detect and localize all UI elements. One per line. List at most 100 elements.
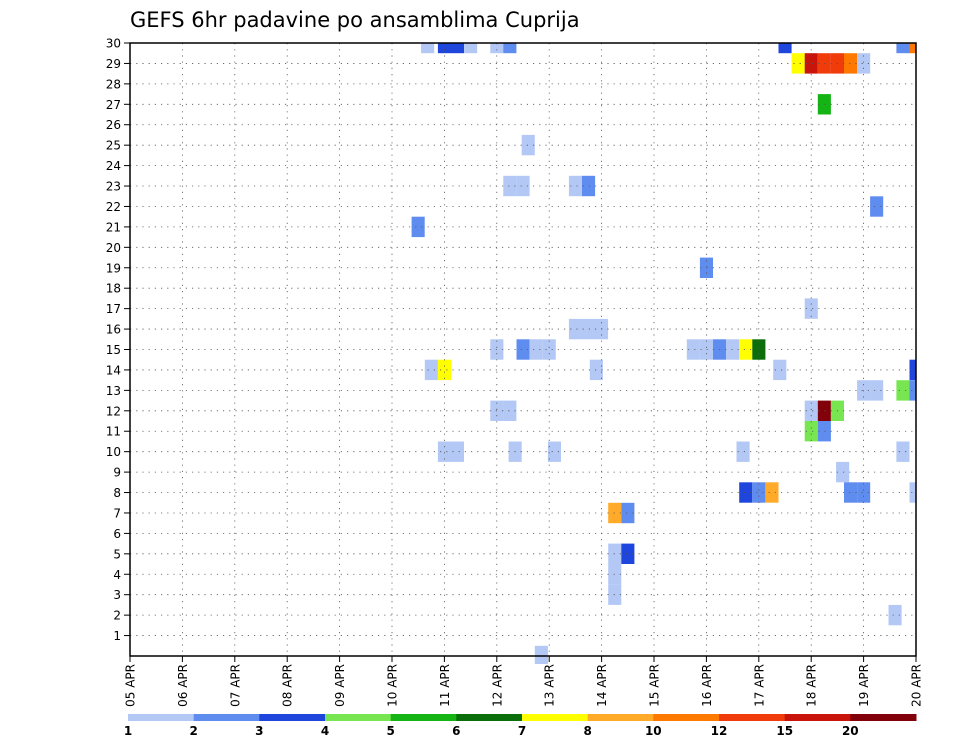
heatmap-cell xyxy=(836,461,850,483)
heatmap-cell xyxy=(739,482,753,503)
heatmap-cell xyxy=(817,421,831,442)
y-tick-label: 6 xyxy=(113,527,121,541)
x-tick-label: 12 APR xyxy=(490,664,504,707)
heatmap-cell xyxy=(582,318,596,340)
y-tick-label: 27 xyxy=(106,98,121,112)
heatmap-cell xyxy=(621,502,635,524)
y-tick-label: 11 xyxy=(106,425,121,439)
heatmap-cell xyxy=(844,482,858,503)
y-tick-label: 14 xyxy=(106,363,121,377)
x-tick-label: 20 APR xyxy=(910,664,924,707)
x-tick-label: 08 APR xyxy=(281,664,295,707)
x-tick-label: 13 APR xyxy=(543,664,557,707)
heatmap-cell xyxy=(516,339,530,360)
y-tick-label: 22 xyxy=(106,200,121,214)
x-tick-label: 15 APR xyxy=(648,664,662,707)
heatmap-cell xyxy=(804,421,818,442)
heatmap-cell xyxy=(909,482,916,503)
y-axis: 1234567891011121314151617181920212223242… xyxy=(106,37,130,643)
colorbar-label: 5 xyxy=(387,724,395,738)
colorbar-label: 10 xyxy=(645,724,662,738)
x-tick-label: 10 APR xyxy=(386,664,400,707)
colorbar-bin xyxy=(325,714,392,721)
x-tick-label: 05 APR xyxy=(124,664,138,707)
y-tick-label: 29 xyxy=(106,57,121,71)
heatmap-cell xyxy=(582,175,596,197)
colorbar-bin xyxy=(653,714,720,721)
colorbar-bin xyxy=(784,714,851,721)
heatmap-cell xyxy=(529,339,543,360)
heatmap-cell xyxy=(739,339,753,360)
heatmap-cell xyxy=(870,196,884,217)
heatmap-cell xyxy=(791,53,805,74)
heatmap-cell xyxy=(896,380,910,401)
heatmap-cell xyxy=(817,53,831,74)
heatmap-cell xyxy=(686,339,700,360)
x-tick-label: 19 APR xyxy=(857,664,871,707)
heatmap-cell xyxy=(621,543,635,564)
colorbar-label: 7 xyxy=(518,724,526,738)
y-tick-label: 12 xyxy=(106,404,121,418)
heatmap-cell xyxy=(726,339,740,360)
heatmap-cell xyxy=(817,94,831,115)
heatmap-cell xyxy=(870,380,884,401)
heatmap-cell xyxy=(896,441,910,462)
colorbar-label: 6 xyxy=(452,724,460,738)
colorbar-label: 20 xyxy=(842,724,859,738)
colorbar-label: 1 xyxy=(124,724,132,738)
heatmap-cell xyxy=(568,318,582,340)
heatmap-cell xyxy=(857,482,871,503)
x-tick-label: 17 APR xyxy=(752,664,766,707)
y-tick-label: 18 xyxy=(106,282,121,296)
y-tick-label: 3 xyxy=(113,588,121,602)
heatmap-cell xyxy=(909,359,916,381)
x-tick-label: 14 APR xyxy=(595,664,609,707)
x-axis: 05 APR 06 APR 07 APR 08 APR 09 APR 10 APR 11 A… xyxy=(124,656,924,707)
heatmap-cell xyxy=(503,43,517,54)
heatmap-cell xyxy=(804,400,818,421)
y-tick-label: 28 xyxy=(106,77,121,91)
heatmap-cell xyxy=(765,482,779,503)
heatmap-cells xyxy=(411,43,916,664)
heatmap-cell xyxy=(437,441,451,462)
heatmap-cell xyxy=(817,400,831,421)
y-tick-label: 5 xyxy=(113,547,121,561)
x-tick-label: 16 APR xyxy=(700,664,714,707)
heatmap-cell xyxy=(490,43,504,54)
y-tick-label: 7 xyxy=(113,506,121,520)
heatmap-cell xyxy=(450,43,464,54)
colorbar-bin xyxy=(193,714,260,721)
y-tick-label: 25 xyxy=(106,139,121,153)
colorbar-label: 2 xyxy=(190,724,198,738)
heatmap-cell xyxy=(857,53,871,74)
heatmap-cell xyxy=(568,175,582,197)
y-tick-label: 21 xyxy=(106,220,121,234)
heatmap-cell xyxy=(804,298,818,319)
colorbar-label: 8 xyxy=(584,724,592,738)
heatmap-cell xyxy=(411,216,425,238)
heatmap-cell xyxy=(542,339,556,360)
heatmap-cell xyxy=(752,339,766,360)
x-tick-label: 09 APR xyxy=(333,664,347,707)
x-tick-label: 07 APR xyxy=(228,664,242,707)
heatmap-cell xyxy=(516,175,530,197)
colorbar-bin xyxy=(128,714,195,721)
y-tick-label: 26 xyxy=(106,118,121,132)
heatmap-cell xyxy=(909,43,916,54)
colorbar-label: 12 xyxy=(711,724,728,738)
heatmap-cell xyxy=(421,43,435,54)
heatmap-cell xyxy=(424,359,438,381)
colorbar-bin xyxy=(390,714,457,721)
colorbar-bin xyxy=(587,714,654,721)
heatmap-cell xyxy=(699,339,713,360)
heatmap-cell xyxy=(521,134,535,156)
heatmap-cell xyxy=(534,645,548,664)
colorbar-label: 3 xyxy=(255,724,263,738)
heatmap-cell xyxy=(437,359,451,381)
grid-lines xyxy=(130,42,916,656)
y-tick-label: 13 xyxy=(106,384,121,398)
y-tick-label: 17 xyxy=(106,302,121,316)
y-tick-label: 30 xyxy=(106,37,121,51)
colorbar: 1 2 3 4 5 6 7 8 10 12 15 20 xyxy=(124,714,917,738)
